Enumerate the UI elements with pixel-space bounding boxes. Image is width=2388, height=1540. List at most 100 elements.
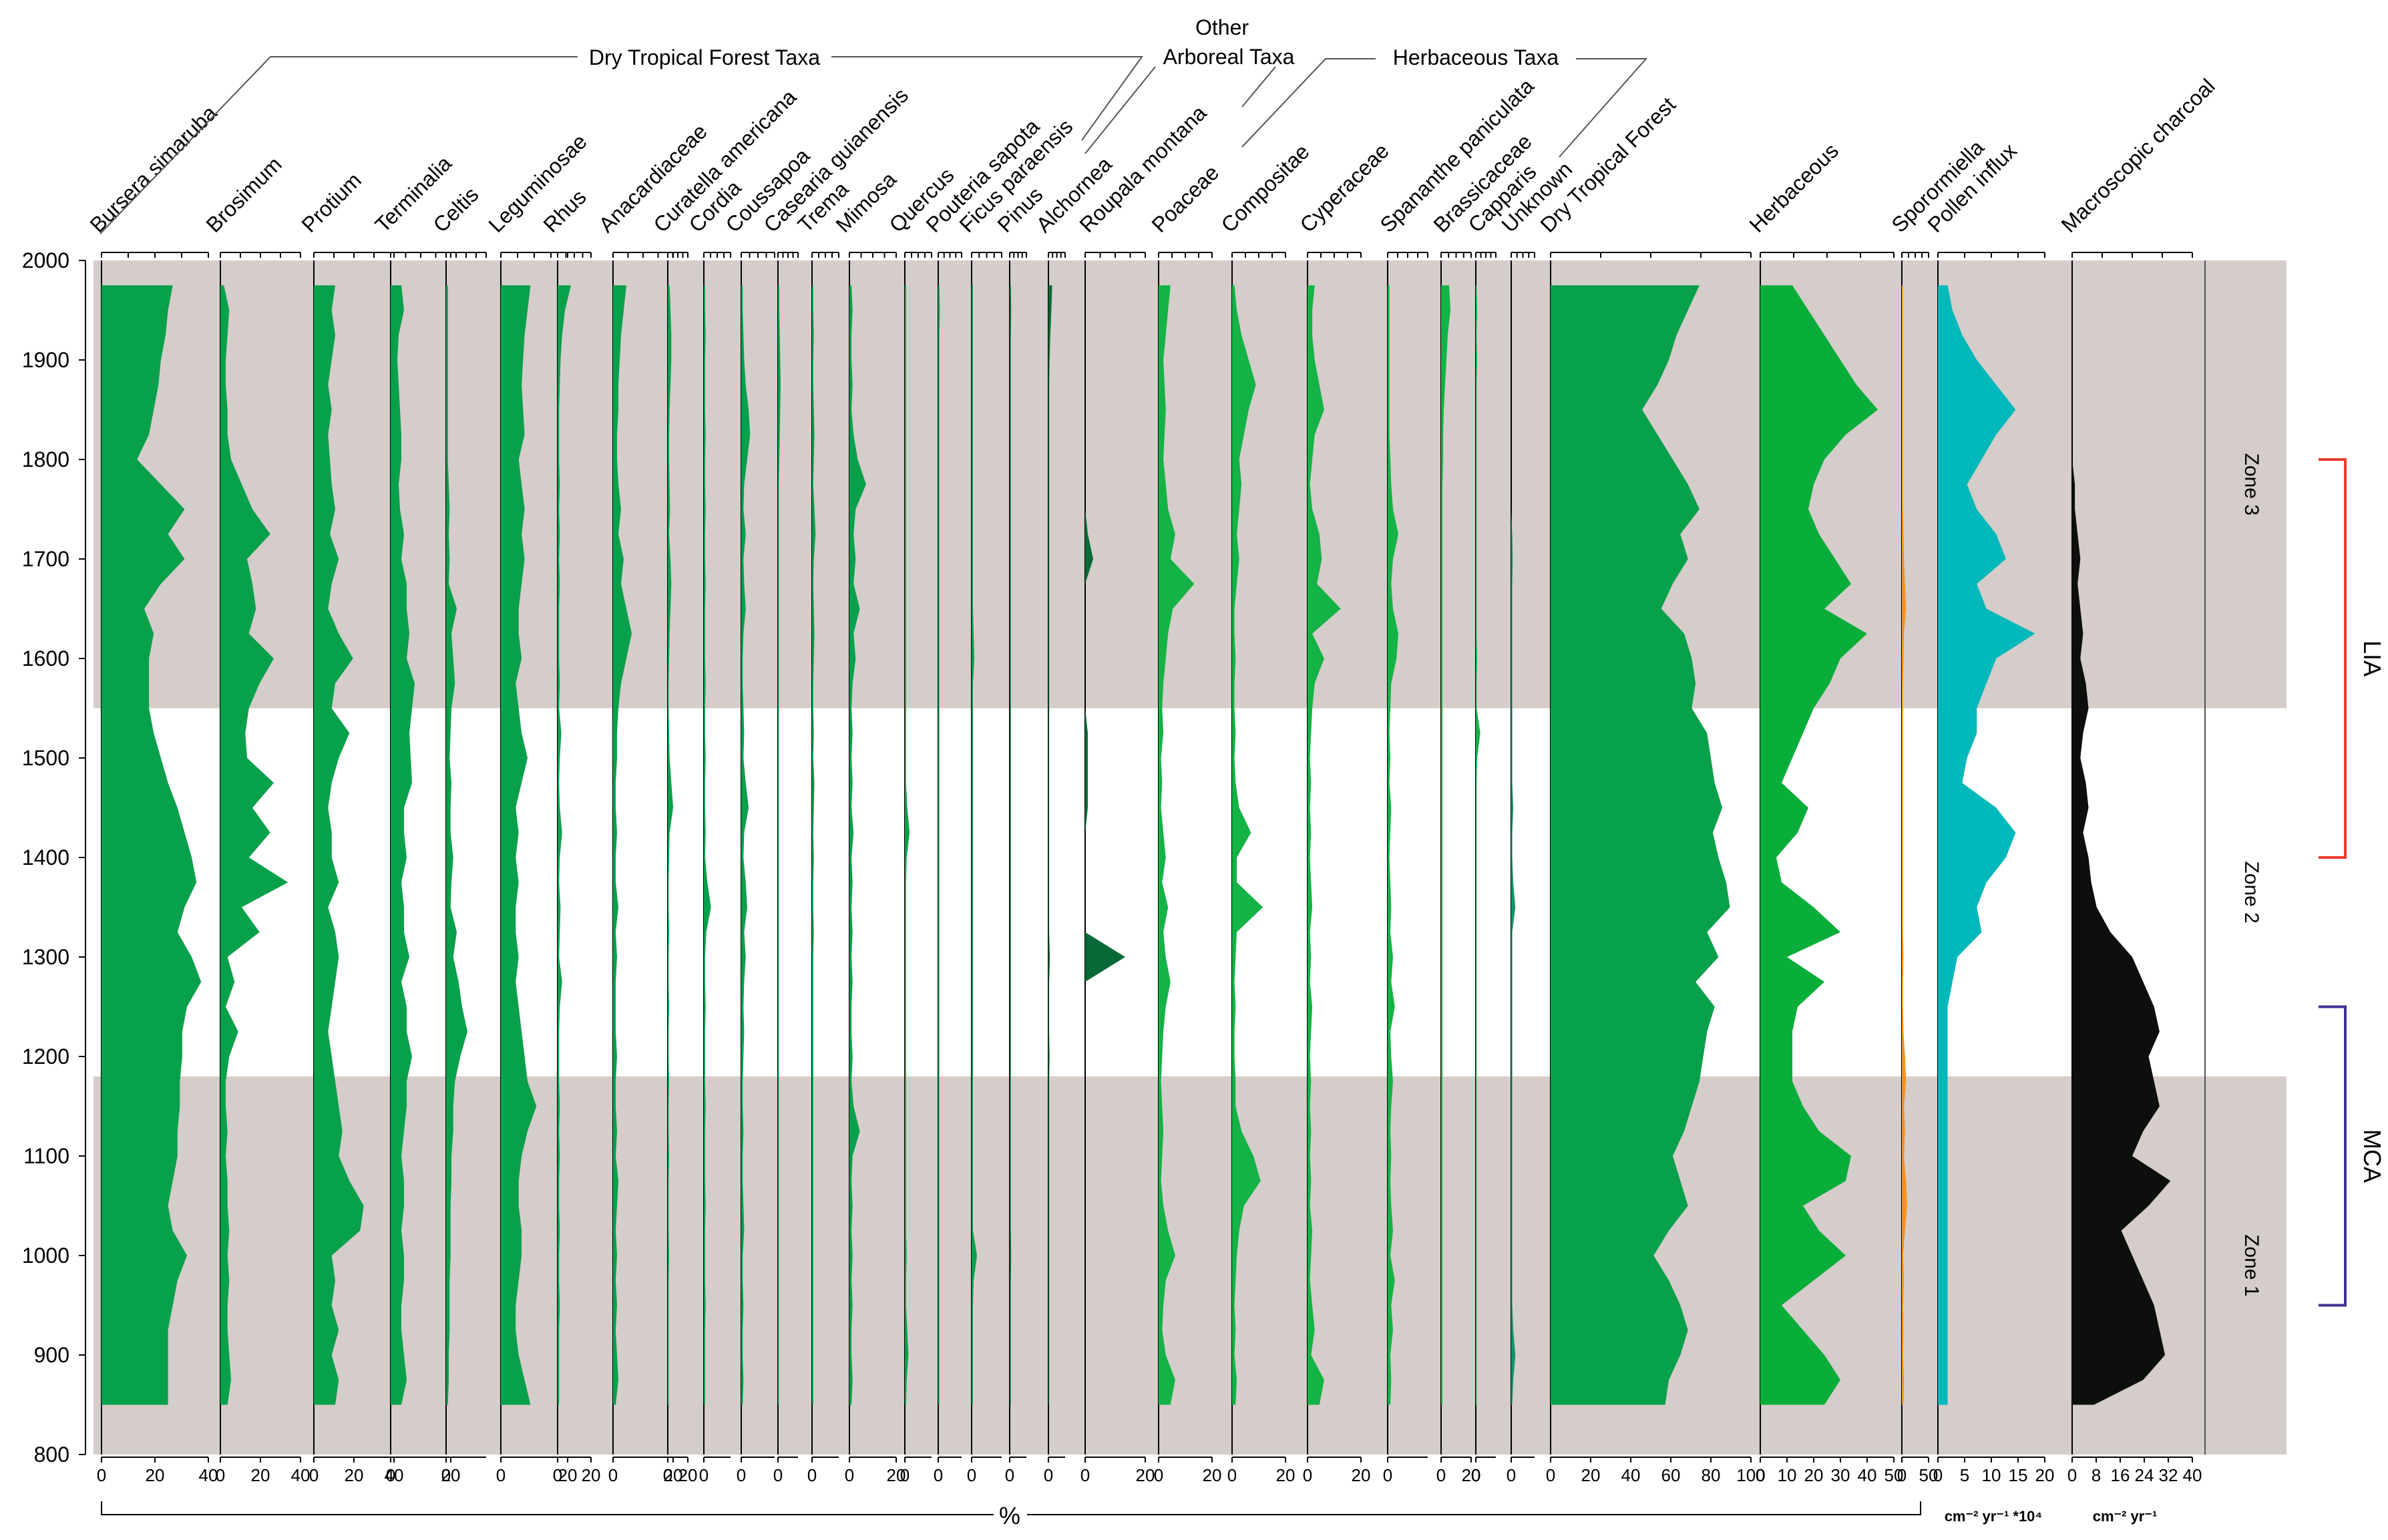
group-label-arboreal: Arboreal Taxa — [1163, 45, 1295, 69]
series-x-tick-label: 20 — [441, 1465, 461, 1485]
series-x-tick-label: 40 — [1858, 1465, 1877, 1485]
series-x-tick-label: 16 — [2111, 1465, 2130, 1485]
series-x-tick-label: 20 — [1203, 1465, 1222, 1485]
taxon-label: Macroscopic charcoal — [2056, 74, 2219, 237]
series-x-tick-label: 0 — [1383, 1465, 1392, 1485]
taxon-label: Celtis — [428, 182, 483, 237]
series-x-tick-label: 40 — [1621, 1465, 1641, 1485]
series-area — [220, 285, 288, 1405]
series-area — [668, 285, 673, 1405]
series-x-tick-label: 20 — [582, 1465, 601, 1485]
series-x-tick-label: 20 — [2035, 1465, 2055, 1485]
series-x-tick-label: 15 — [2009, 1465, 2028, 1485]
percent-bracket-gap — [994, 1503, 1027, 1527]
series-area — [1441, 285, 1450, 1405]
series-area — [1760, 285, 1878, 1405]
series-x-tick-label: 0 — [737, 1465, 746, 1485]
group-bracket-herb-right — [1559, 58, 1648, 158]
taxon-label: Leguminosae — [483, 130, 591, 237]
series-area — [972, 285, 977, 1405]
series-x-tick-label: 20 — [146, 1465, 165, 1485]
series-x-tick-label: 0 — [773, 1465, 783, 1485]
group-bracket-herb-left — [1241, 58, 1376, 148]
series-x-tick-label: 30 — [1831, 1465, 1850, 1485]
period-bracket-mca — [2319, 1005, 2347, 1307]
zone-label-3: Zone 3 — [2240, 453, 2262, 516]
age-tick-label: 1400 — [22, 845, 69, 870]
series-x-tick-label: 0 — [1227, 1465, 1237, 1485]
series-x-tick-label: 20 — [558, 1465, 578, 1485]
taxon-label: Bursera simaruba — [85, 101, 221, 237]
series-area — [446, 285, 467, 1405]
zone-band-2 — [93, 1076, 2286, 1455]
series-x-tick-label: 0 — [699, 1465, 709, 1485]
taxon-label: Herbaceous — [1744, 138, 1842, 236]
series-area — [1159, 285, 1195, 1405]
series-area — [314, 285, 364, 1405]
group-bracket-dry-right — [831, 56, 1143, 141]
series-x-tick-label: 20 — [1352, 1465, 1371, 1485]
series-x-tick-label: 0 — [309, 1465, 319, 1485]
series-area — [1308, 285, 1341, 1405]
series-x-tick-label: 0 — [2067, 1465, 2077, 1485]
series-area — [704, 285, 711, 1405]
series-x-tick-label: 0 — [900, 1465, 910, 1485]
series-area — [1232, 285, 1263, 1405]
series-x-tick-label: 20 — [678, 1465, 698, 1485]
series-x-tick-label: 40 — [385, 1465, 404, 1485]
series-x-tick-label: 0 — [1154, 1465, 1163, 1485]
period-bracket-lia — [2319, 458, 2347, 859]
series-x-tick-label: 20 — [887, 1465, 906, 1485]
series-area — [501, 285, 537, 1405]
group-bracket-dry-left — [100, 56, 578, 234]
series-x-tick-label: 0 — [1546, 1465, 1555, 1485]
series-area — [1010, 285, 1012, 1405]
series-x-tick-label: 50 — [1884, 1465, 1904, 1485]
series-x-tick-label: 0 — [1303, 1465, 1312, 1485]
series-x-tick-label: 20 — [1462, 1465, 1481, 1485]
series-area — [1048, 285, 1052, 1405]
zone-label-1: Zone 1 — [2240, 1234, 2262, 1296]
series-area — [1511, 285, 1516, 1405]
series-x-tick-label: 0 — [608, 1465, 618, 1485]
series-x-tick-label: 0 — [496, 1465, 506, 1485]
series-area — [849, 285, 866, 1405]
series-x-tick-label: 0 — [1044, 1465, 1053, 1485]
series-x-tick-label: 0 — [1756, 1465, 1765, 1485]
age-tick-label: 1500 — [22, 746, 69, 770]
taxon-label: Brosimum — [201, 152, 286, 237]
age-tick-label: 1700 — [22, 547, 69, 571]
group-label-other: Other — [1195, 15, 1249, 39]
period-label-mca: MCA — [2359, 1129, 2386, 1183]
series-x-tick-label: 20 — [345, 1465, 364, 1485]
series-area — [1476, 285, 1480, 1405]
series-area — [1551, 285, 1730, 1405]
series-x-tick-label: 50 — [1919, 1465, 1939, 1485]
series-x-tick-label: 20 — [664, 1465, 683, 1485]
age-tick-label: 800 — [34, 1442, 69, 1467]
series-x-tick-label: 40 — [291, 1465, 311, 1485]
age-tick-label: 1000 — [22, 1243, 69, 1268]
unit-charcoal: cm⁻² yr⁻¹ — [2093, 1508, 2158, 1525]
unit-influx: cm⁻² yr⁻¹ *10⁴ — [1945, 1508, 2043, 1525]
series-x-tick-label: 0 — [1471, 1465, 1480, 1485]
series-area — [1388, 285, 1398, 1405]
group-bracket-arboreal-right — [1241, 66, 1276, 108]
age-tick-label: 1800 — [22, 447, 69, 471]
series-x-tick-label: 100 — [1736, 1465, 1765, 1485]
series-x-tick-label: 0 — [441, 1465, 451, 1485]
series-x-tick-label: 0 — [97, 1465, 106, 1485]
taxon-label: Protium — [296, 168, 365, 237]
series-area — [558, 285, 571, 1405]
age-tick-label: 1600 — [22, 646, 69, 670]
series-x-tick-label: 20 — [1276, 1465, 1296, 1485]
series-x-tick-label: 0 — [845, 1465, 854, 1485]
series-x-tick-label: 0 — [1436, 1465, 1446, 1485]
series-area — [613, 285, 632, 1405]
age-tick-label: 2000 — [22, 248, 69, 272]
series-x-tick-label: 24 — [2135, 1465, 2154, 1485]
zone-label-2: Zone 2 — [2240, 861, 2262, 923]
series-area — [102, 285, 202, 1405]
series-x-tick-label: 0 — [386, 1465, 395, 1485]
